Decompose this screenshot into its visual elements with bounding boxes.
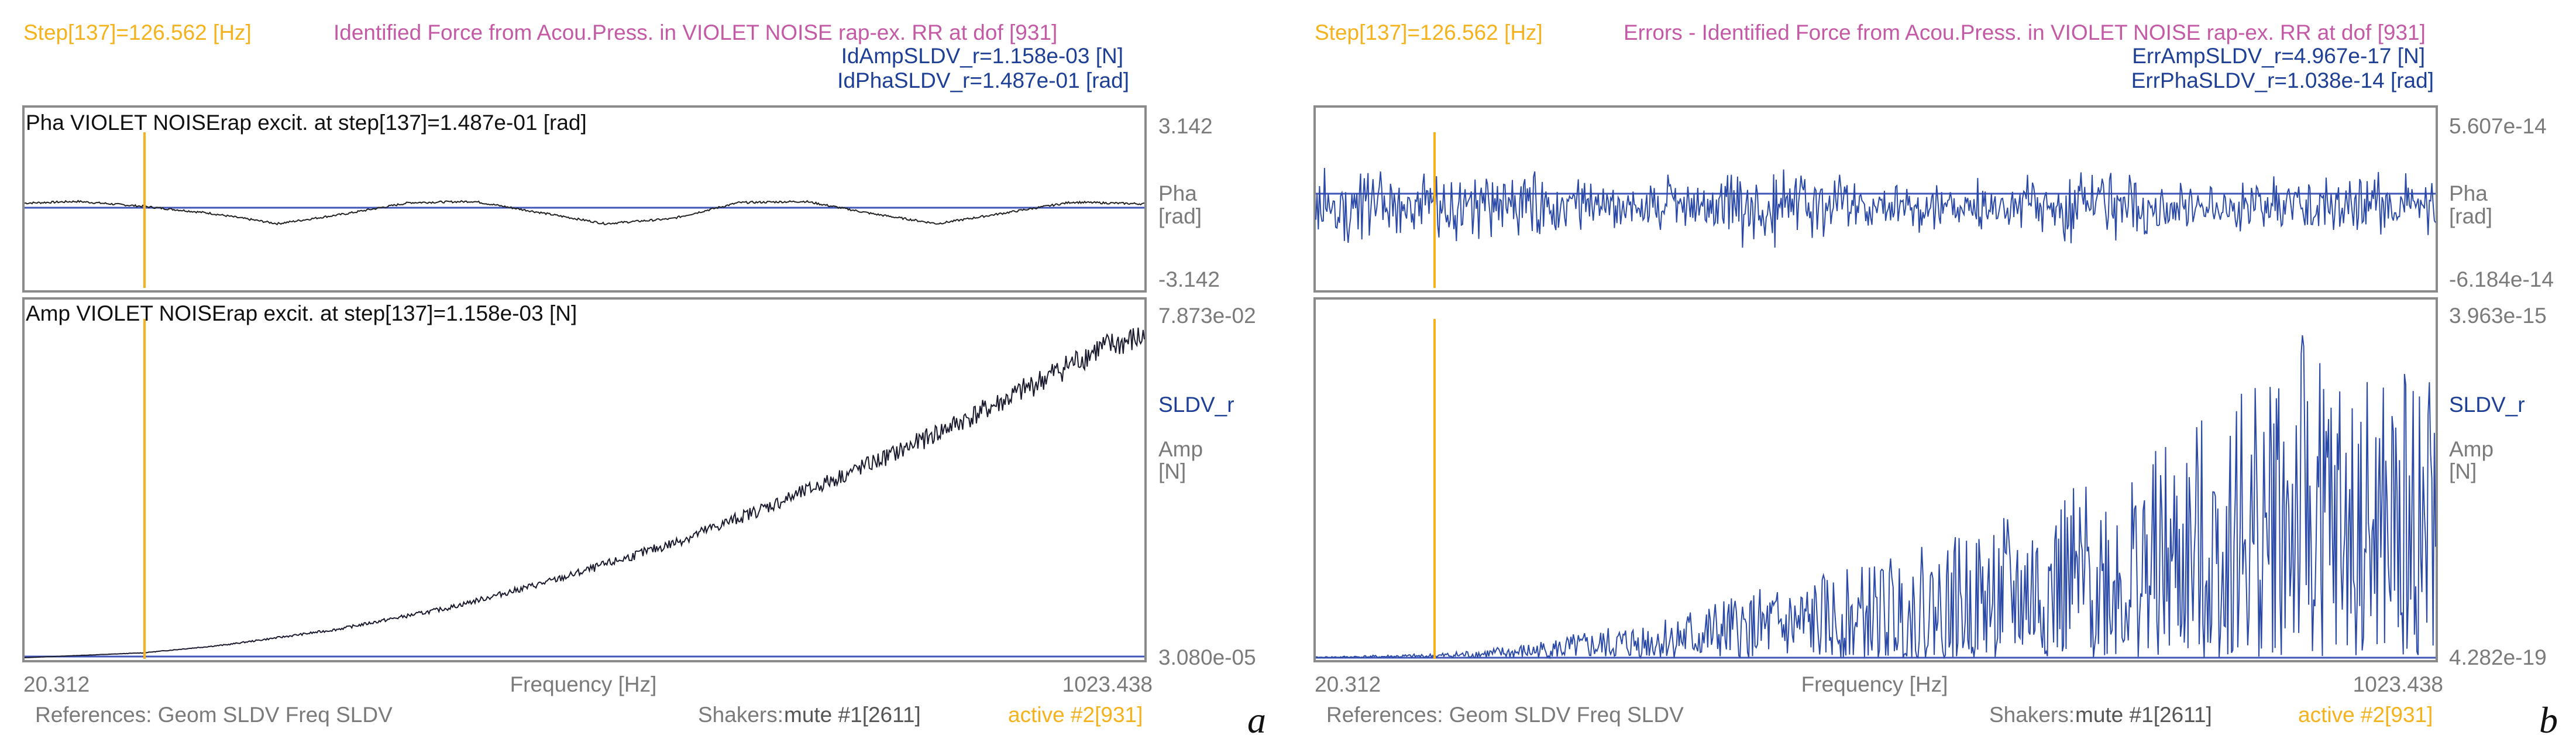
- step-label: Step[137]=126.562 [Hz]: [1315, 20, 1543, 44]
- x-axis-label: Frequency [Hz]: [510, 672, 657, 696]
- panel-b: Step[137]=126.562 [Hz] Errors - Identifi…: [1313, 20, 2558, 741]
- references-label: References: Geom SLDV Freq SLDV: [35, 703, 393, 727]
- panel-title: Identified Force from Acou.Press. in VIO…: [333, 20, 1057, 44]
- amp-y-max: 7.873e-02: [1158, 304, 1256, 328]
- pha-plot-frame: [22, 105, 1147, 293]
- x-axis-label: Frequency [Hz]: [1801, 672, 1948, 696]
- pha-error-series-line: [1315, 167, 2436, 248]
- x-min-tick: 20.312: [1315, 672, 1381, 696]
- pha-readout: ErrPhaSLDV_r=1.038e-14 [rad]: [2131, 68, 2434, 92]
- pha-y-min: -3.142: [1158, 267, 1220, 291]
- amp-plot-frame: [22, 297, 1147, 662]
- amp-error-plot: 3.963e-15 SLDV_r Amp [N] 4.282e-19: [1313, 297, 2547, 669]
- amp-series-line: [24, 327, 1145, 658]
- pha-unit-name: Pha: [2449, 181, 2488, 205]
- shakers-label: Shakers:: [698, 703, 783, 727]
- amp-unit: [N]: [1158, 459, 1186, 483]
- pha-plot: Pha VIOLET NOISErap excit. at step[137]=…: [22, 105, 1220, 293]
- pha-plot-frame: [1313, 105, 2438, 293]
- pha-y-max: 5.607e-14: [2449, 114, 2547, 138]
- references-label: References: Geom SLDV Freq SLDV: [1326, 703, 1684, 727]
- amp-unit-name: Amp: [1158, 437, 1203, 461]
- mute-shaker: mute #1[2611]: [784, 703, 921, 727]
- active-shaker: active #2[931]: [2298, 703, 2433, 727]
- panel-title: Errors - Identified Force from Acou.Pres…: [1624, 20, 2426, 44]
- x-min-tick: 20.312: [23, 672, 90, 696]
- x-max-tick: 1023.438: [1062, 672, 1153, 696]
- pha-unit-name: Pha: [1158, 181, 1197, 205]
- amp-readout: ErrAmpSLDV_r=4.967e-17 [N]: [2132, 44, 2425, 68]
- panel-letter: a: [1247, 699, 1266, 741]
- amp-inner-title: Amp VIOLET NOISErap excit. at step[137]=…: [26, 301, 577, 325]
- active-shaker: active #2[931]: [1008, 703, 1143, 727]
- pha-inner-title: Pha VIOLET NOISErap excit. at step[137]=…: [26, 111, 587, 135]
- amp-error-series-line: [1315, 335, 2436, 659]
- pha-unit: [rad]: [1158, 204, 1202, 228]
- amp-readout: IdAmpSLDV_r=1.158e-03 [N]: [841, 44, 1123, 68]
- amp-y-min: 4.282e-19: [2449, 645, 2547, 669]
- pha-error-plot: 5.607e-14 Pha [rad] -6.184e-14: [1313, 105, 2554, 293]
- panel-letter: b: [2539, 699, 2558, 741]
- mute-shaker: mute #1[2611]: [2075, 703, 2212, 727]
- x-max-tick: 1023.438: [2353, 672, 2443, 696]
- pha-series-line: [24, 200, 1145, 226]
- amp-series-label: SLDV_r: [1158, 393, 1234, 417]
- amp-y-max: 3.963e-15: [2449, 304, 2547, 328]
- shakers-label: Shakers:: [1989, 703, 2075, 727]
- pha-readout: IdPhaSLDV_r=1.487e-01 [rad]: [837, 68, 1129, 92]
- pha-unit: [rad]: [2449, 204, 2492, 228]
- amp-unit: [N]: [2449, 459, 2477, 483]
- pha-y-min: -6.184e-14: [2449, 267, 2554, 291]
- amp-unit-name: Amp: [2449, 437, 2494, 461]
- amp-series-label: SLDV_r: [2449, 393, 2525, 417]
- panel-a: Step[137]=126.562 [Hz] Identified Force …: [22, 20, 1266, 741]
- amp-plot-frame: [1313, 297, 2438, 662]
- amp-y-min: 3.080e-05: [1158, 645, 1256, 669]
- amp-plot: Amp VIOLET NOISErap excit. at step[137]=…: [22, 297, 1256, 669]
- step-label: Step[137]=126.562 [Hz]: [23, 20, 252, 44]
- pha-y-max: 3.142: [1158, 114, 1213, 138]
